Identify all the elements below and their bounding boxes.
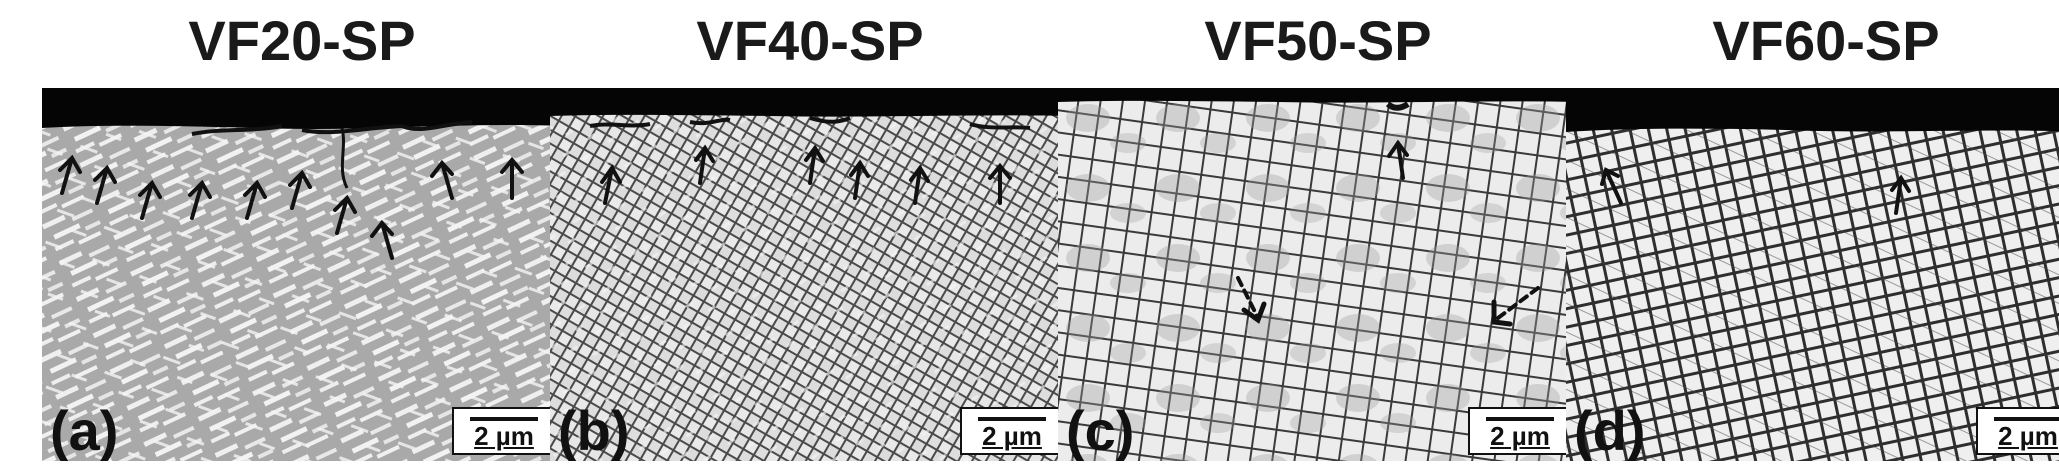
panel-b: VF40-SP [550,0,1070,471]
scale-bar: 2 µm [1976,407,2059,455]
panel-c: VF50-SP [1058,0,1578,471]
micrograph-image: (d) 2 µm [1566,88,2059,461]
scale-bar-text: 2 µm [1998,421,2058,451]
scale-bar-text: 2 µm [982,421,1042,451]
panel-label: (a) [50,399,119,461]
scale-bar-line [1486,417,1554,421]
panel-title: VF40-SP [696,9,924,72]
micrograph-image: (a) 2 µm [42,88,562,461]
scale-bar: 2 µm [452,407,556,455]
micrograph-image: (c) 2 µm [1058,88,1578,461]
micrograph-svg [550,88,1070,461]
micrograph-image: (b) 2 µm [550,88,1070,461]
scale-bar-line [978,417,1046,421]
scale-bar: 2 µm [960,407,1064,455]
panel-label: (c) [1066,399,1135,461]
micrograph-svg [42,88,562,461]
micrograph-svg [1566,88,2059,461]
scale-bar: 2 µm [1468,407,1572,455]
panel-d: VF60-SP (d) 2 µm [1566,0,2059,471]
panel-label: (b) [558,399,630,461]
scale-bar-line [470,417,538,421]
panel-title: VF50-SP [1204,9,1432,72]
scale-bar-text: 2 µm [1490,421,1550,451]
panel-a: VF20-SP [42,0,562,471]
panel-label: (d) [1574,399,1646,461]
panel-title: VF60-SP [1712,9,1940,72]
scale-bar-text: 2 µm [474,421,534,451]
scale-bar-line [1994,417,2059,421]
panel-title: VF20-SP [188,9,416,72]
micrograph-svg [1058,88,1578,461]
